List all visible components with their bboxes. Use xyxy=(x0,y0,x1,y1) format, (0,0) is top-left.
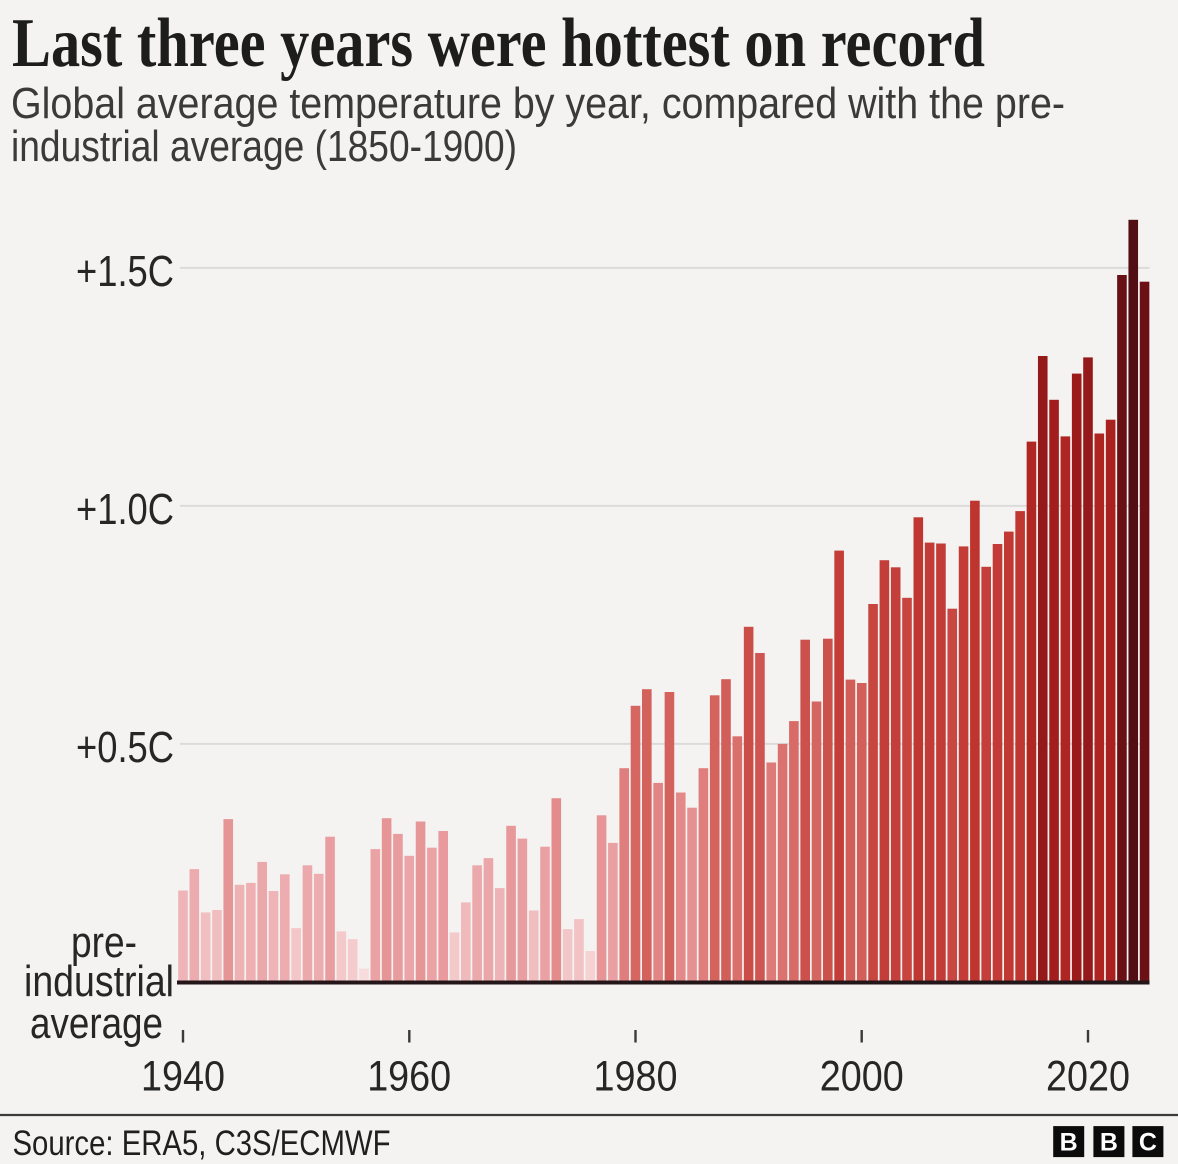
svg-text:2000: 2000 xyxy=(820,1053,904,1101)
svg-text:C: C xyxy=(1139,1128,1157,1156)
svg-text:Source: ERA5, C3S/ECMWF: Source: ERA5, C3S/ECMWF xyxy=(13,1124,391,1163)
svg-text:industrial: industrial xyxy=(24,957,174,1006)
svg-text:1940: 1940 xyxy=(141,1053,225,1101)
svg-text:+0.5C: +0.5C xyxy=(76,723,174,772)
svg-text:Last three years were hottest: Last three years were hottest on record xyxy=(12,5,985,82)
svg-text:Global average temperature by: Global average temperature by year, comp… xyxy=(11,79,1065,128)
svg-text:pre-: pre- xyxy=(71,918,137,967)
svg-text:1960: 1960 xyxy=(367,1053,451,1101)
svg-text:B: B xyxy=(1100,1128,1118,1156)
svg-text:average: average xyxy=(30,999,163,1048)
svg-text:+1.5C: +1.5C xyxy=(76,247,174,296)
svg-text:industrial average (1850-1900): industrial average (1850-1900) xyxy=(11,122,517,171)
svg-text:+1.0C: +1.0C xyxy=(76,485,174,534)
svg-text:1980: 1980 xyxy=(594,1053,678,1101)
svg-text:B: B xyxy=(1060,1128,1078,1156)
svg-text:2020: 2020 xyxy=(1046,1053,1130,1101)
